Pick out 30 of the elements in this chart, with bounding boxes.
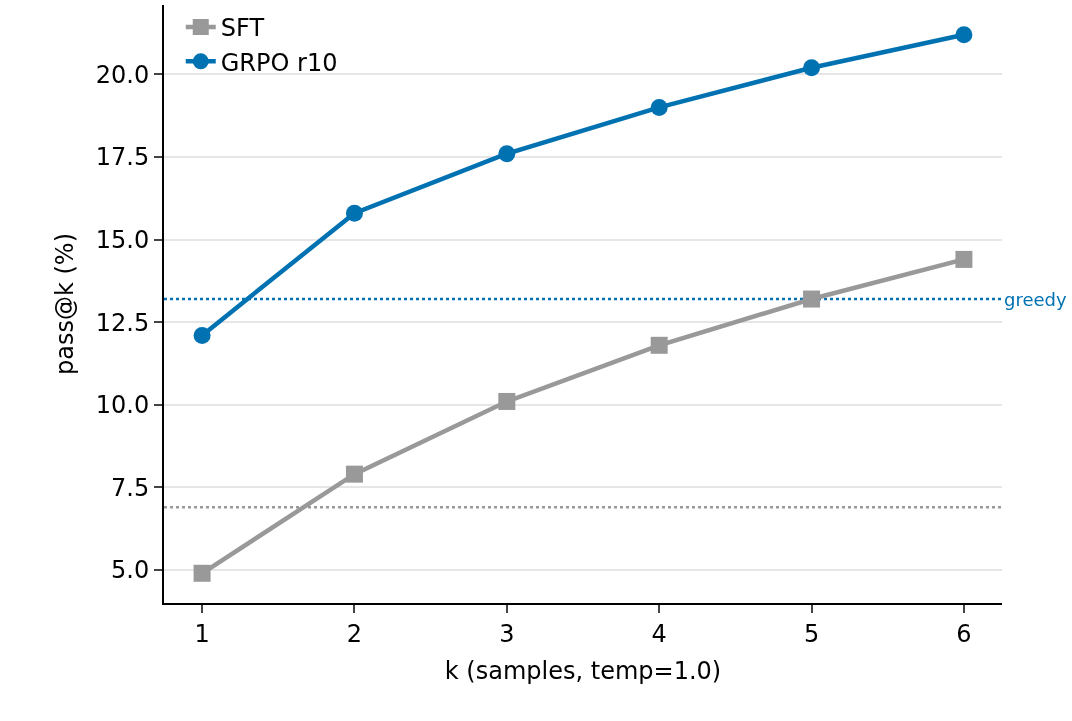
point bbox=[955, 250, 973, 268]
x-tick-label: 3 bbox=[499, 619, 515, 648]
x-tick-label: 2 bbox=[346, 619, 363, 648]
y-tick-label: 15.0 bbox=[95, 225, 150, 254]
y-tick-label: 17.5 bbox=[95, 143, 150, 172]
point bbox=[650, 98, 668, 116]
point bbox=[498, 145, 516, 163]
y-tick-label: 12.5 bbox=[95, 308, 150, 337]
point bbox=[650, 336, 668, 354]
x-tick-label: 4 bbox=[651, 619, 667, 648]
point bbox=[345, 204, 363, 222]
y-tick-label: 5.0 bbox=[111, 556, 150, 585]
point bbox=[803, 59, 821, 77]
ref-line-label: greedy bbox=[1004, 289, 1067, 310]
point bbox=[803, 290, 821, 308]
point bbox=[345, 465, 363, 483]
legend-label: SFT bbox=[220, 14, 265, 43]
point bbox=[193, 564, 211, 582]
point bbox=[955, 26, 973, 44]
x-tick-label: 6 bbox=[956, 619, 972, 648]
y-tick-label: 7.5 bbox=[111, 473, 150, 502]
y-tick-label: 20.0 bbox=[95, 60, 150, 89]
x-tick-label: 1 bbox=[194, 619, 210, 648]
y-axis-title: pass@k (%) bbox=[51, 232, 80, 376]
x-tick-label: 5 bbox=[803, 619, 820, 648]
legend-label: GRPO r10 bbox=[220, 48, 338, 77]
point bbox=[498, 392, 516, 410]
x-axis-title: k (samples, temp=1.0) bbox=[444, 656, 722, 685]
point bbox=[193, 326, 211, 344]
y-tick-label: 10.0 bbox=[95, 391, 150, 420]
